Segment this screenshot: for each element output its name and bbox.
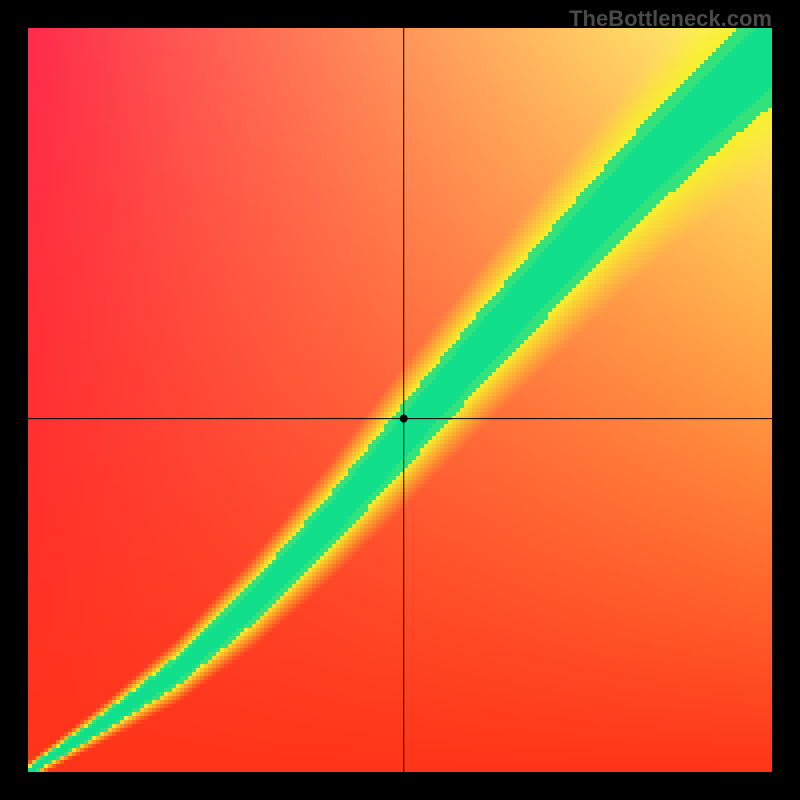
bottleneck-heatmap <box>28 28 772 772</box>
watermark-text: TheBottleneck.com <box>569 6 772 32</box>
heatmap-canvas <box>28 28 772 772</box>
